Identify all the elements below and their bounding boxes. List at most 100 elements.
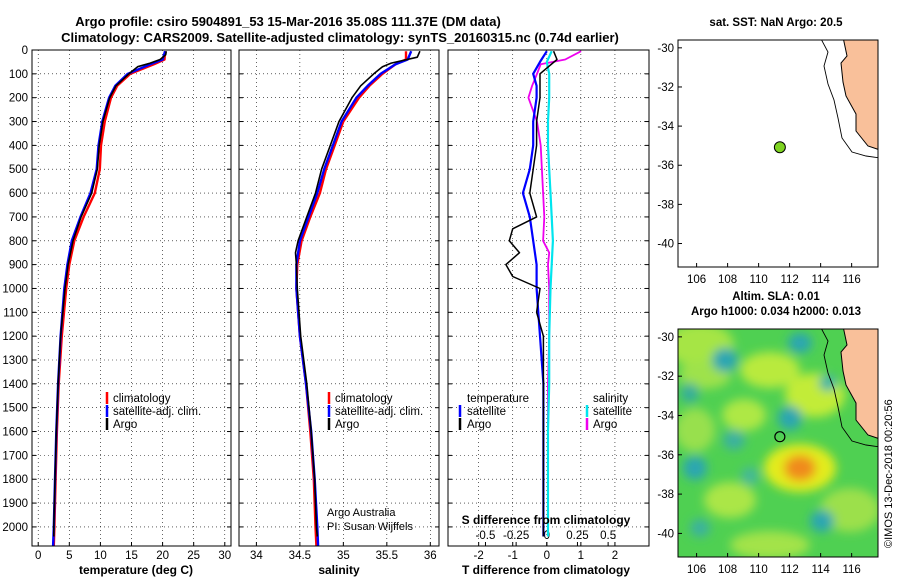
- lon-tick-label: 112: [780, 274, 798, 286]
- depth-tick-label: 1000: [2, 283, 28, 295]
- series-line-argo: [294, 50, 421, 537]
- x-tick-label: 2: [612, 550, 618, 562]
- x-tick-label: 15: [125, 550, 138, 562]
- depth-tick-label: 400: [9, 140, 28, 152]
- sst-map-panel: sat. SST: NaN Argo: 20.5 106 108 110 112 114…: [657, 17, 879, 286]
- x-tick-label: -1: [508, 550, 518, 562]
- lat-tick-label: -38: [657, 199, 674, 211]
- salinity-axis-ticks: 34 34.5 35 35.5 36: [250, 50, 437, 562]
- legend-argo-label: Argo: [335, 419, 359, 431]
- depth-tick-label: 500: [9, 164, 28, 176]
- s-difference-axis-ticks: -0.5 -0.25 0 0.25 0.5: [476, 530, 616, 546]
- depth-tick-label: 0: [22, 45, 28, 57]
- depth-tick-label: 1300: [2, 355, 28, 367]
- x-tick-label: 25: [187, 550, 200, 562]
- lon-tick-label: 106: [687, 274, 706, 286]
- depth-tick-label: 1400: [2, 379, 28, 391]
- x-tick-label: -0.5: [476, 530, 496, 542]
- legend-climatology-label: climatology: [335, 393, 393, 405]
- lon-tick-label: 114: [811, 564, 830, 576]
- x-tick-label: 20: [156, 550, 169, 562]
- x-tick-label: 34.5: [289, 550, 311, 562]
- series-line-climatology: [295, 51, 408, 546]
- x-tick-label: 1: [578, 550, 584, 562]
- x-tick-label: 35.5: [376, 550, 398, 562]
- s-difference-axis-label: S difference from climatology: [462, 513, 631, 527]
- lat-tick-label: -32: [657, 371, 674, 383]
- depth-tick-label: 700: [9, 212, 28, 224]
- series-line-climatology: [52, 51, 167, 546]
- figure-title-line2: Climatology: CARS2009. Satellite-adjuste…: [61, 30, 619, 45]
- depth-tick-label: 1500: [2, 403, 28, 415]
- depth-tick-label: 1900: [2, 498, 28, 510]
- series-line-argo: [52, 51, 168, 537]
- legend-s-satellite-label: satellite: [593, 406, 632, 418]
- sla-map-axis-ticks: 106 108 110 112 114 116 -30 -32 -34 -36 -38 -40: [657, 332, 860, 576]
- x-tick-label: 35: [337, 550, 350, 562]
- x-tick-label: -0.25: [503, 530, 529, 542]
- lat-tick-label: -34: [657, 410, 674, 422]
- depth-tick-label: 800: [9, 236, 28, 248]
- x-tick-label: 34: [250, 550, 263, 562]
- argo-position-marker: [774, 431, 786, 443]
- salinity-lines: [294, 50, 421, 546]
- lat-tick-label: -38: [657, 489, 674, 501]
- sst-map-frame: [677, 39, 879, 268]
- lat-tick-label: -40: [657, 528, 674, 540]
- x-tick-label: 10: [94, 550, 107, 562]
- depth-tick-label: 1600: [2, 427, 28, 439]
- legend-t-satellite-label: satellite: [467, 406, 506, 418]
- lat-tick-label: -36: [657, 160, 674, 172]
- depth-tick-label: 900: [9, 260, 28, 272]
- sla-heatmap-blobs: [678, 329, 878, 557]
- depth-tick-label: 1700: [2, 450, 28, 462]
- temperature-grid: [32, 49, 231, 528]
- salinity-legend: climatology satellite-adj. clim. Argo: [327, 392, 423, 431]
- series-line-s-satellite: [545, 50, 555, 537]
- depth-tick-label: 300: [9, 117, 28, 129]
- imos-credit: ©IMOS 13-Dec-2018 00:20:56: [883, 399, 895, 548]
- t-difference-axis-label: T difference from climatology: [462, 563, 630, 577]
- legend-s-argo-label: Argo: [593, 419, 617, 431]
- temperature-lines: [51, 50, 168, 546]
- temperature-axis-ticks: 0 5 10 15 20 25 30: [35, 50, 231, 562]
- salinity-difference-legend: salinity satellite Argo: [585, 393, 632, 431]
- legend-t-argo-label: Argo: [467, 419, 491, 431]
- argo-position-marker: [773, 141, 786, 154]
- legend-salinity-heading: salinity: [593, 393, 628, 405]
- depth-tick-label: 2000: [2, 522, 28, 534]
- x-tick-label: 0: [544, 530, 550, 542]
- depth-tick-label: 600: [9, 188, 28, 200]
- x-tick-label: -2: [474, 550, 484, 562]
- lat-tick-label: -30: [657, 43, 674, 55]
- x-tick-label: 0.25: [566, 530, 588, 542]
- temperature-panel: 0100200300400500600700800900100011001200…: [2, 45, 232, 577]
- lon-tick-label: 110: [749, 274, 767, 286]
- x-tick-label: 0: [35, 550, 41, 562]
- difference-panel: -2 -1 0 1 2 -0.5 -0.25 0 0.25 0.5 temperature sa…: [447, 49, 650, 577]
- legend-climatology-label: climatology: [113, 393, 171, 405]
- lat-tick-label: -30: [657, 332, 674, 344]
- depth-tick-label: 1200: [2, 331, 28, 343]
- credit-argo-australia: Argo Australia: [327, 507, 396, 519]
- depth-tick-label: 1800: [2, 474, 28, 486]
- temperature-difference-legend: temperature satellite Argo: [458, 393, 529, 431]
- salinity-axis-label: salinity: [318, 563, 360, 577]
- lon-tick-label: 108: [718, 564, 737, 576]
- lon-tick-label: 112: [780, 564, 798, 576]
- temperature-legend: climatology satellite-adj. clim. Argo: [105, 392, 201, 431]
- lon-tick-label: 114: [811, 274, 830, 286]
- series-line-satellite-adj-clim-: [51, 50, 167, 546]
- legend-satellite-label: satellite-adj. clim.: [113, 406, 201, 418]
- depth-tick-label: 1100: [3, 307, 28, 319]
- series-line-t-argo: [505, 50, 558, 537]
- sla-map-title: Altim. SLA: 0.01: [732, 291, 820, 303]
- x-tick-label: 0.5: [600, 530, 616, 542]
- salinity-frame: [238, 49, 440, 547]
- sst-map-axis-ticks: 106 108 110 112 114 116 -30 -32 -34 -36 -38 -40: [657, 43, 860, 286]
- sst-map-title: sat. SST: NaN Argo: 20.5: [709, 17, 843, 29]
- difference-lines: [505, 50, 582, 537]
- lat-tick-label: -34: [657, 121, 674, 133]
- legend-satellite-label: satellite-adj. clim.: [335, 406, 423, 418]
- credit-pi-name: PI: Susan Wijffels: [327, 521, 413, 533]
